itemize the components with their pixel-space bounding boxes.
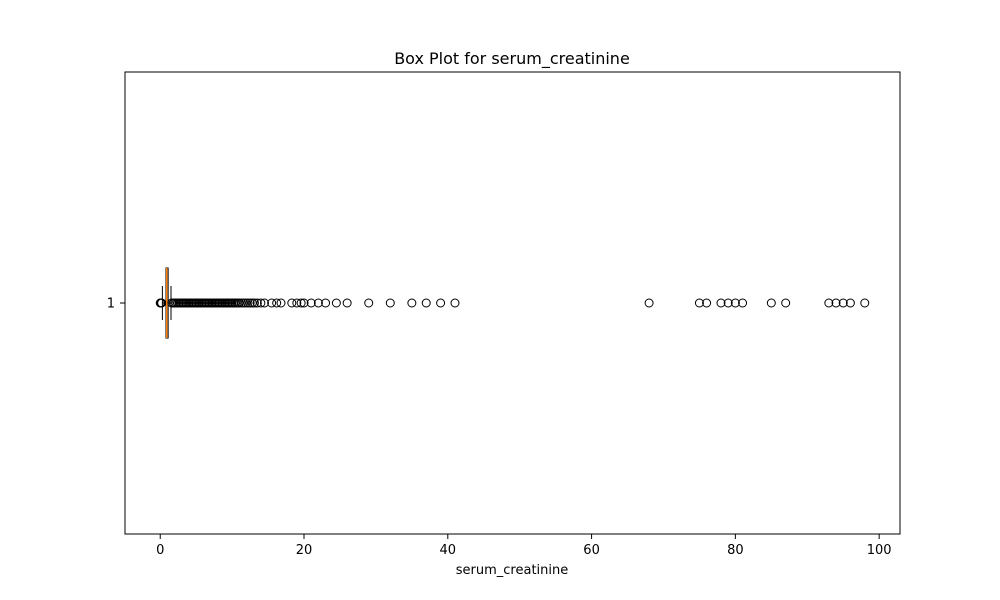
outlier-point [321, 298, 331, 308]
outlier-point [860, 298, 870, 308]
outlier-point [287, 298, 297, 308]
box-element [161, 267, 172, 339]
outlier-point [276, 298, 286, 308]
outlier-point [252, 298, 262, 308]
x-tick-label: 40 [440, 543, 457, 558]
outlier-point [236, 298, 246, 308]
outlier-point [694, 298, 704, 308]
outlier-point [306, 298, 316, 308]
x-tick-label: 80 [727, 543, 744, 558]
chart-title: Box Plot for serum_creatinine [394, 49, 630, 69]
y-axis: 1 [107, 297, 125, 312]
x-tick-label: 100 [867, 543, 892, 558]
x-tick-label: 0 [156, 543, 164, 558]
outlier-point [702, 298, 712, 308]
outlier-point [364, 298, 374, 308]
outlier-point [407, 298, 417, 308]
outlier-point [292, 298, 302, 308]
outlier-points [155, 298, 870, 308]
outlier-point [723, 298, 733, 308]
outlier-point [436, 298, 446, 308]
outlier-point [313, 298, 323, 308]
x-axis-label: serum_creatinine [456, 563, 569, 578]
outlier-point [249, 298, 259, 308]
x-tick-label: 20 [296, 543, 313, 558]
y-tick-label: 1 [107, 297, 115, 312]
outlier-point [243, 298, 253, 308]
outlier-point [730, 298, 740, 308]
outlier-point [299, 298, 309, 308]
outlier-point [644, 298, 654, 308]
outlier-point [450, 298, 460, 308]
outlier-point [781, 298, 791, 308]
plot-area [124, 71, 901, 535]
outlier-point [272, 298, 282, 308]
outlier-point [831, 298, 841, 308]
outlier-point [245, 298, 255, 308]
outlier-point [239, 298, 249, 308]
x-tick-label: 60 [583, 543, 600, 558]
outlier-point [845, 298, 855, 308]
outlier-point [259, 298, 269, 308]
outlier-point [267, 298, 277, 308]
outlier-point [247, 298, 257, 308]
outlier-point [716, 298, 726, 308]
outlier-point [421, 298, 431, 308]
outlier-point [838, 298, 848, 308]
outlier-point [766, 298, 776, 308]
outlier-point [256, 298, 266, 308]
outlier-point [738, 298, 748, 308]
outlier-point [296, 298, 306, 308]
outlier-point [824, 298, 834, 308]
x-axis: 0 20 40 60 80 100 [156, 534, 892, 558]
outlier-point [241, 298, 251, 308]
outlier-point [342, 298, 352, 308]
outlier-point [385, 298, 395, 308]
outlier-point [234, 298, 244, 308]
outlier-point [331, 298, 341, 308]
